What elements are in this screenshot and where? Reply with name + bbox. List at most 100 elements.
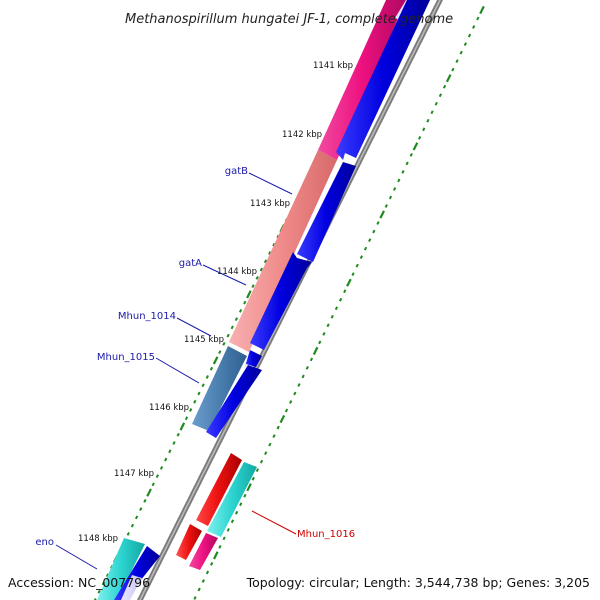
inner-tick	[243, 300, 247, 305]
gene-arrow-pink-top	[318, 0, 406, 160]
outer-tick	[417, 135, 422, 140]
outer-tick	[326, 323, 330, 328]
outer-tick	[384, 204, 388, 208]
outer-tick	[476, 16, 480, 21]
gene-label[interactable]: Mhun_1015	[97, 352, 155, 363]
gene-arrow-lavender-bottom	[121, 575, 142, 600]
inner-tick	[234, 317, 239, 322]
inner-tick	[176, 432, 180, 437]
outer-tick	[243, 493, 247, 498]
gene-label[interactable]: Mhun_1016	[297, 529, 355, 540]
outer-tick	[222, 536, 226, 541]
gene-arrow-Mhun-1016	[207, 462, 257, 537]
gene-leader-line	[248, 172, 293, 195]
gene-leader-line	[202, 264, 247, 286]
gene-arrow-blue-5	[206, 365, 262, 438]
outer-tick	[305, 366, 309, 370]
inner-tick	[139, 507, 143, 512]
outer-tick	[376, 221, 380, 225]
outer-tick	[459, 50, 463, 55]
inner-tick	[272, 242, 276, 247]
outer-tick	[455, 59, 459, 64]
inner-tick	[201, 383, 205, 388]
gene-arrow-blue-4	[244, 350, 262, 370]
gene-arrow-red-2	[176, 524, 202, 560]
map-title: Methanospirillum hungatei JF-1, complete…	[125, 12, 453, 27]
outer-tick	[412, 142, 419, 151]
gene-leader-line	[55, 544, 98, 570]
gene-arrow-red-1	[193, 453, 242, 526]
inner-tick	[146, 488, 152, 497]
outer-tick	[251, 476, 255, 481]
outer-tick	[379, 210, 385, 219]
outer-tick	[467, 33, 472, 38]
gene-label[interactable]: gatB	[225, 166, 248, 177]
inner-tick	[230, 325, 234, 330]
outer-tick	[297, 383, 301, 387]
outer-tick	[322, 331, 326, 336]
outer-tick	[351, 272, 355, 277]
kbp-label: 1144 kbp	[217, 267, 257, 277]
inner-tick	[259, 267, 263, 272]
inner-tick	[159, 465, 164, 470]
gene-arrow-pink-bottom	[189, 533, 218, 570]
outer-tick	[234, 510, 239, 515]
outer-tick	[239, 502, 243, 507]
gene-leader-line	[176, 317, 212, 337]
inner-tick	[105, 573, 110, 578]
outer-tick	[442, 84, 447, 89]
outer-tick	[312, 346, 319, 355]
outer-tick	[368, 238, 372, 242]
gene-label[interactable]: eno	[35, 537, 54, 548]
outer-tick	[268, 442, 272, 447]
outer-tick	[213, 551, 219, 560]
inner-tick	[212, 356, 219, 365]
outer-tick	[293, 391, 297, 396]
inner-tick	[179, 422, 186, 431]
inner-tick	[193, 399, 197, 404]
outer-tick	[279, 414, 286, 424]
outer-tick-marks	[193, 5, 485, 600]
inner-tick	[238, 308, 243, 313]
outer-tick	[346, 278, 352, 287]
outer-tick	[276, 425, 280, 430]
inner-tick	[172, 441, 176, 445]
outer-tick	[388, 195, 393, 200]
outer-tick	[422, 127, 426, 132]
outer-tick	[405, 161, 409, 166]
outer-tick	[284, 408, 289, 413]
inner-tick	[168, 449, 172, 454]
outer-tick	[401, 170, 405, 174]
gene-arrow-blue-2	[297, 162, 356, 262]
inner-tick	[134, 515, 139, 520]
inner-tick	[251, 284, 255, 288]
outer-tick	[264, 451, 268, 456]
outer-tick	[255, 468, 260, 473]
outer-tick	[359, 255, 363, 260]
gene-label[interactable]: Mhun_1014	[118, 311, 176, 322]
inner-tick	[209, 366, 214, 371]
inner-tick	[222, 342, 226, 346]
inner-tick	[189, 408, 193, 412]
accession-label: Accession: NC_007796	[8, 575, 150, 590]
outer-tick	[301, 374, 305, 379]
outer-tick	[246, 483, 252, 492]
outer-tick	[479, 5, 485, 15]
outer-tick	[445, 74, 452, 83]
gene-arrow-Mhun-1015	[192, 346, 247, 431]
gene-arrow-blue-1	[336, 0, 430, 160]
outer-tick	[343, 289, 347, 294]
outer-tick	[426, 118, 430, 123]
kbp-label: 1141 kbp	[313, 61, 353, 71]
inner-tick	[164, 457, 168, 462]
inner-tick	[246, 290, 252, 299]
outer-tick	[218, 544, 222, 549]
outer-tick	[472, 25, 476, 29]
outer-tick	[259, 459, 264, 464]
kbp-label: 1142 kbp	[282, 130, 322, 140]
gene-label[interactable]: gatA	[179, 258, 202, 269]
outer-tick	[226, 527, 230, 532]
outer-tick	[197, 587, 201, 592]
